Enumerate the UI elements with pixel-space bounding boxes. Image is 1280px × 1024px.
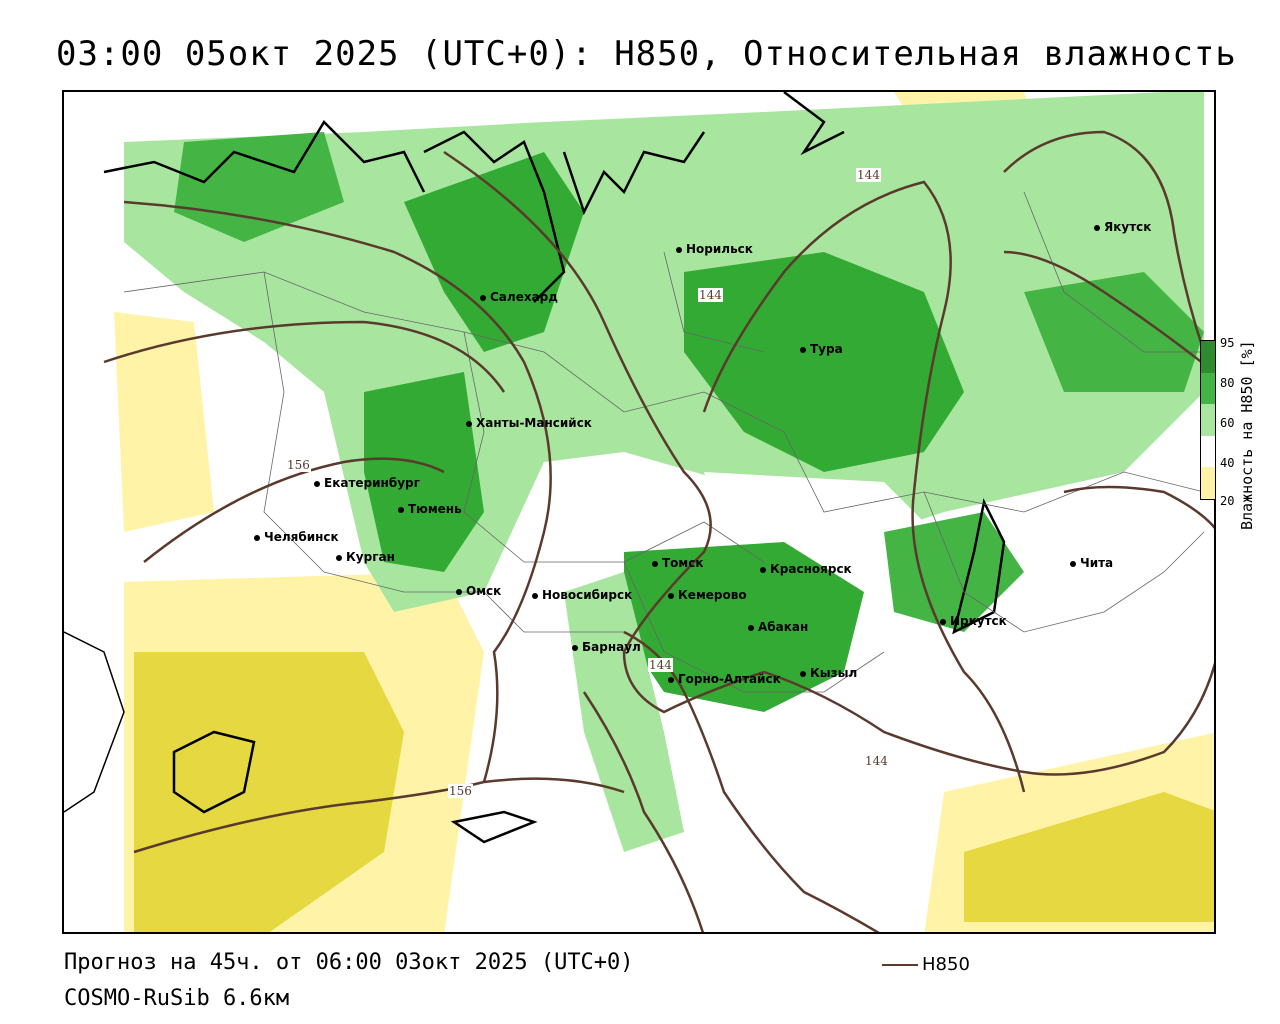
legend-title: Влажность на H850 [%] <box>1238 340 1256 530</box>
city-barnaul: Барнаул <box>572 640 641 654</box>
city-khanty-mansiysk: Ханты-Мансийск <box>466 416 592 430</box>
legend-colorbar <box>1200 340 1216 500</box>
city-kurgan: Курган <box>336 550 395 564</box>
city-novosibirsk: Новосибирск <box>532 588 632 602</box>
city-omsk: Омск <box>456 584 501 598</box>
legend-tick-80: 80 <box>1220 376 1235 390</box>
model-name: COSMO-RuSib 6.6км <box>64 986 290 1011</box>
legend-tick-60: 60 <box>1220 416 1235 430</box>
city-chita: Чита <box>1070 556 1113 570</box>
baikal-outline <box>952 498 1006 635</box>
city-chelyabinsk: Челябинск <box>254 530 339 544</box>
contour-label: 156 <box>448 784 473 798</box>
city-tura: Тура <box>800 342 843 356</box>
legend-tick-20: 20 <box>1220 494 1235 508</box>
very-dry-region-southeast <box>964 792 1214 922</box>
very-dry-region-southwest <box>134 652 404 932</box>
contour-label: 144 <box>648 658 673 672</box>
city-salekhard: Салехард <box>480 290 558 304</box>
wet-region-altai <box>624 542 864 712</box>
city-kemerovo: Кемерово <box>668 588 747 602</box>
city-tomsk: Томск <box>652 556 704 570</box>
legend-tick-40: 40 <box>1220 456 1235 470</box>
city-tyumen: Тюмень <box>398 502 462 516</box>
contour-label: 144 <box>698 288 723 302</box>
wet-region-west-siberia <box>364 372 484 572</box>
contour-label: 144 <box>864 754 889 768</box>
forecast-info: Прогноз на 45ч. от 06:00 03окт 2025 (UTC… <box>64 950 634 975</box>
h850-contours <box>103 130 1214 932</box>
wet-region-yamal <box>404 152 584 352</box>
city-norilsk: Норильск <box>676 242 753 256</box>
city-yekaterinburg: Екатеринбург <box>314 476 420 490</box>
city-irkutsk: Иркутск <box>940 614 1007 628</box>
humidity-map: Норильск Якутск Салехард Тура Ханты-Манс… <box>62 90 1216 934</box>
contour-label: 144 <box>856 168 881 182</box>
contour-line-legend: H850 <box>882 954 970 975</box>
map-canvas <box>64 92 1214 932</box>
city-krasnoyarsk: Красноярск <box>760 562 852 576</box>
city-gorno-altaysk: Горно-Алтайск <box>668 672 781 686</box>
map-title: 03:00 05окт 2025 (UTC+0): H850, Относите… <box>56 34 1237 74</box>
city-yakutsk: Якутск <box>1094 220 1151 234</box>
city-kyzyl: Кызыл <box>800 666 857 680</box>
contour-line-swatch <box>882 964 918 966</box>
city-abakan: Абакан <box>748 620 808 634</box>
humidity-legend: 95 80 60 40 20 Влажность на H850 [%] <box>1200 300 1280 560</box>
legend-tick-95: 95 <box>1220 336 1235 350</box>
contour-label: 156 <box>286 458 311 472</box>
